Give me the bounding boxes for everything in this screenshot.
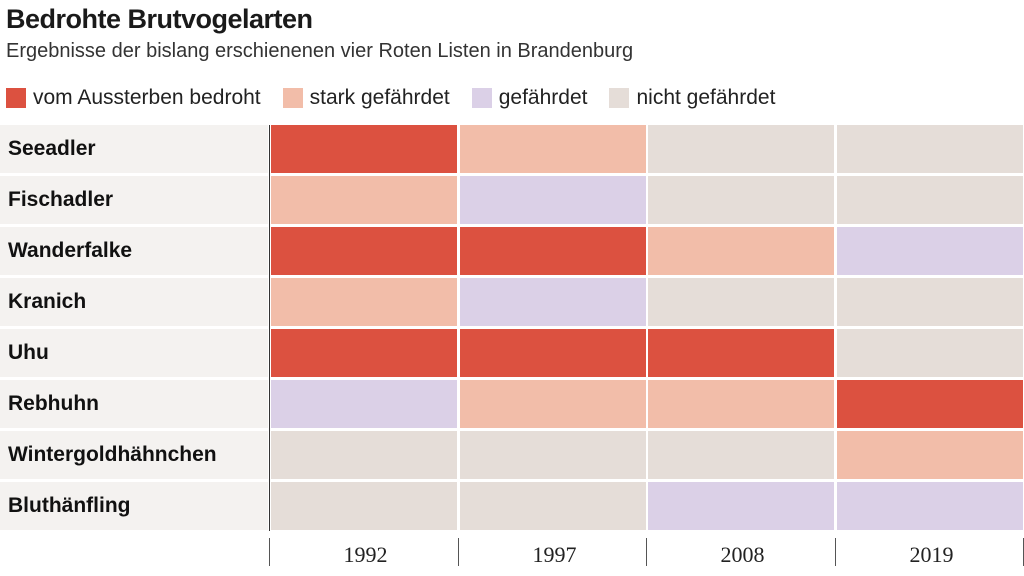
legend-item-nicht: nicht gefährdet (609, 86, 775, 110)
heatmap-cell (460, 278, 646, 326)
row-label-background (0, 380, 268, 428)
heatmap-cell (648, 278, 834, 326)
heatmap-cell (837, 176, 1023, 224)
row-label: Seeadler (8, 137, 96, 160)
legend-item-vom-aussterben: vom Aussterben bedroht (6, 86, 261, 110)
row-label-background (0, 329, 268, 377)
row-label-background (0, 431, 268, 479)
heatmap-cell (460, 482, 646, 530)
heatmap-cell (460, 176, 646, 224)
heatmap-cell (648, 227, 834, 275)
x-axis-tick (269, 538, 270, 566)
heatmap-cell (648, 380, 834, 428)
heatmap-cell (648, 125, 834, 173)
chart-subtitle: Ergebnisse der bislang erschienenen vier… (6, 40, 634, 62)
heatmap-cell (460, 431, 646, 479)
row-label: Uhu (8, 341, 49, 364)
heatmap-cell (648, 329, 834, 377)
heatmap-cell (271, 431, 457, 479)
heatmap-cell (837, 125, 1023, 173)
legend-label: stark gefährdet (309, 86, 450, 109)
legend-swatch (282, 88, 303, 108)
heatmap-cell (837, 380, 1023, 428)
heatmap-cell (460, 329, 646, 377)
row-label: Fischadler (8, 188, 114, 211)
legend-item-stark: stark gefährdet (282, 86, 450, 110)
legend-label: vom Aussterben bedroht (33, 86, 261, 109)
x-axis-tick (835, 538, 836, 566)
legend-swatch (471, 88, 492, 108)
heatmap-cell (460, 227, 646, 275)
heatmap-cell (837, 329, 1023, 377)
row-label: Rebhuhn (8, 392, 99, 415)
legend-item-gefaehrdet: gefährdet (471, 86, 588, 110)
heatmap-cell (271, 176, 457, 224)
row-label-background (0, 176, 268, 224)
heatmap-cell (648, 482, 834, 530)
legend-swatch (609, 88, 630, 108)
chart-title: Bedrohte Brutvogelarten (6, 4, 313, 34)
x-axis-tick (646, 538, 647, 566)
heatmap-cell (460, 380, 646, 428)
row-label: Wintergoldhähnchen (8, 443, 217, 466)
heatmap-cell (837, 431, 1023, 479)
x-axis-tick (458, 538, 459, 566)
heatmap-cell (837, 482, 1023, 530)
heatmap-cell (837, 278, 1023, 326)
row-label-background (0, 482, 268, 530)
y-axis-line (269, 125, 270, 531)
row-label-background (0, 278, 268, 326)
legend-swatch (6, 88, 26, 108)
heatmap-cell (460, 125, 646, 173)
heatmap-cell (271, 482, 457, 530)
heatmap-cell (271, 278, 457, 326)
row-label-background (0, 125, 268, 173)
row-label: Kranich (8, 290, 87, 313)
heatmap-cell (271, 380, 457, 428)
x-tick-label: 1992 (343, 542, 388, 567)
heatmap-cell (837, 227, 1023, 275)
chart-legend: vom Aussterben bedroht stark gefährdet g… (6, 84, 797, 112)
x-tick-label: 2008 (720, 542, 765, 567)
heatmap-cell (271, 329, 457, 377)
heatmap-cell (271, 125, 457, 173)
row-label: Bluthänfling (8, 494, 131, 517)
heatmap-cell (271, 227, 457, 275)
legend-label: gefährdet (498, 86, 588, 109)
heatmap-cell (648, 431, 834, 479)
x-tick-label: 2019 (909, 542, 954, 567)
legend-label: nicht gefährdet (636, 86, 776, 109)
heatmap-cell (648, 176, 834, 224)
x-tick-label: 1997 (532, 542, 577, 567)
row-label-background (0, 227, 268, 275)
row-label: Wanderfalke (8, 239, 133, 262)
